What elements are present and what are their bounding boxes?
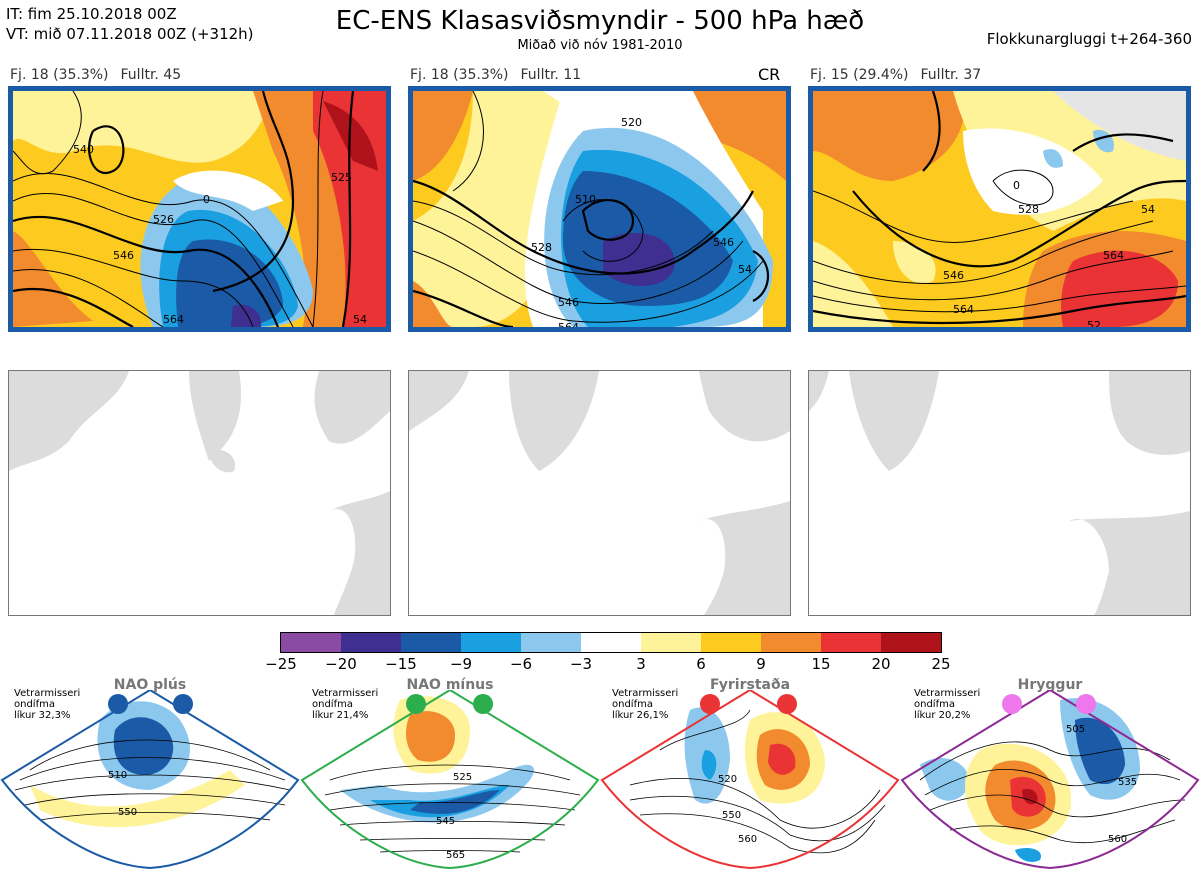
cluster-3-contour-label: 546 xyxy=(943,269,964,282)
cluster-1-contour-label: 526 xyxy=(153,213,174,226)
colorbar-swatch xyxy=(821,633,881,652)
regime-marker xyxy=(108,694,128,714)
cluster-1-contour-label: 525 xyxy=(331,171,352,184)
base-map-1 xyxy=(8,370,391,616)
cluster-2-contour-label: 546 xyxy=(558,296,579,309)
svg-text:510: 510 xyxy=(108,770,127,781)
colorbar-tick: 20 xyxy=(871,655,891,673)
cluster-2-label: Fj. 18 (35.3%) Fulltr. 11 xyxy=(410,67,582,83)
regime-title-ridge: Hryggur xyxy=(1017,677,1083,693)
svg-text:505: 505 xyxy=(1066,724,1085,735)
regime-map-nao-minus: 525 545 565 xyxy=(300,690,600,870)
colorbar-swatch xyxy=(401,633,461,652)
regime-marker xyxy=(777,694,797,714)
cluster-3-label: Fj. 15 (29.4%) Fulltr. 37 xyxy=(810,67,982,83)
cluster-1-contour-label: 54 xyxy=(353,313,367,326)
svg-text:545: 545 xyxy=(436,816,455,827)
cluster-1-contour-label: 540 xyxy=(73,143,94,156)
cluster-2-contour-label: 520 xyxy=(621,116,642,129)
cluster-1-contour-label: 564 xyxy=(163,313,184,326)
page-title: EC-ENS Klasasviðsmyndir - 500 hPa hæð xyxy=(335,6,865,36)
svg-text:550: 550 xyxy=(118,807,137,818)
regime-marker xyxy=(700,694,720,714)
regime-map-nao-plus: 510 550 xyxy=(0,690,300,870)
regime-map-ridge: 505 535 560 xyxy=(900,690,1200,870)
cluster-2-contour-label: 510 xyxy=(575,193,596,206)
cluster-3-contour-label: 52 xyxy=(1087,319,1101,327)
regime-map-blocking: 520 550 560 xyxy=(600,690,900,870)
colorbar-swatch xyxy=(881,633,941,652)
colorbar-tick: −15 xyxy=(385,655,417,673)
cluster-3-map[interactable]: 528 546 564 564 0 54 52 xyxy=(808,86,1191,332)
colorbar-tick: −6 xyxy=(509,655,533,673)
svg-text:550: 550 xyxy=(722,810,741,821)
cluster-1-label: Fj. 18 (35.3%) Fulltr. 45 xyxy=(10,67,182,83)
page-subtitle: Miðað við nóv 1981-2010 xyxy=(517,38,683,53)
colorbar-tick: −9 xyxy=(449,655,473,673)
valid-time: VT: mið 07.11.2018 00Z (+312h) xyxy=(6,25,254,43)
colorbar-swatch xyxy=(581,633,641,652)
cluster-3-contour-label: 528 xyxy=(1018,203,1039,216)
svg-text:560: 560 xyxy=(1108,834,1127,845)
cluster-1-map[interactable]: 540 526 546 564 0 525 54 xyxy=(8,86,391,332)
regime-note-nao-plus: Vetrarmisseri ondífma líkur 32,3% xyxy=(14,688,81,721)
classification-window: Flokkunargluggi t+264-360 xyxy=(986,30,1192,48)
initial-time: IT: fim 25.10.2018 00Z xyxy=(6,5,177,23)
svg-text:535: 535 xyxy=(1118,777,1137,788)
cluster-2-contour-label: 564 xyxy=(558,321,579,327)
colorbar-tick: −25 xyxy=(265,655,297,673)
colorbar-tick: 15 xyxy=(811,655,831,673)
cluster-3-contour-label: 564 xyxy=(953,303,974,316)
colorbar-tick: 25 xyxy=(931,655,951,673)
cluster-2-map[interactable]: 510 528 546 564 546 54 520 xyxy=(408,86,791,332)
cluster-2-contour-label: 54 xyxy=(738,263,752,276)
colorbar-tick: 6 xyxy=(696,655,706,673)
svg-text:560: 560 xyxy=(738,834,757,845)
cluster-1-contour-label: 546 xyxy=(113,249,134,262)
cluster-3-contour-label: 54 xyxy=(1141,203,1155,216)
regime-title-nao-plus: NAO plús xyxy=(113,677,187,693)
cluster-3-contour-label: 564 xyxy=(1103,249,1124,262)
colorbar-tick: 9 xyxy=(756,655,766,673)
regime-marker xyxy=(173,694,193,714)
colorbar-tick: −3 xyxy=(569,655,593,673)
colorbar-tick: −20 xyxy=(325,655,357,673)
colorbar-swatch xyxy=(701,633,761,652)
regime-note-nao-minus: Vetrarmisseri ondífma líkur 21,4% xyxy=(312,688,379,721)
colorbar-swatch xyxy=(521,633,581,652)
colorbar-swatch xyxy=(641,633,701,652)
colorbar xyxy=(280,632,942,653)
regime-marker xyxy=(1002,694,1022,714)
regime-title-nao-minus: NAO mínus xyxy=(406,677,494,693)
svg-text:525: 525 xyxy=(453,772,472,783)
regime-marker xyxy=(406,694,426,714)
base-map-3 xyxy=(808,370,1191,616)
regime-marker xyxy=(1076,694,1096,714)
cluster-2-tag: CR xyxy=(758,65,781,84)
base-map-2 xyxy=(408,370,791,616)
regime-note-blocking: Vetrarmisseri ondífma líkur 26,1% xyxy=(612,688,679,721)
regime-title-blocking: Fyrirstaða xyxy=(709,677,791,693)
cluster-3-contour-label: 0 xyxy=(1013,179,1020,192)
colorbar-swatch xyxy=(461,633,521,652)
colorbar-swatch xyxy=(761,633,821,652)
regime-marker xyxy=(473,694,493,714)
svg-text:565: 565 xyxy=(446,850,465,861)
cluster-1-contour-label: 0 xyxy=(203,193,210,206)
colorbar-swatch xyxy=(341,633,401,652)
regime-note-ridge: Vetrarmisseri ondífma líkur 20,2% xyxy=(914,688,981,721)
colorbar-swatch xyxy=(281,633,341,652)
cluster-2-contour-label: 528 xyxy=(531,241,552,254)
svg-text:520: 520 xyxy=(718,774,737,785)
colorbar-ticks: −25 −20 −15 −9 −6 −3 3 6 9 15 20 25 xyxy=(265,655,950,675)
cluster-2-contour-label: 546 xyxy=(713,236,734,249)
colorbar-tick: 3 xyxy=(636,655,646,673)
header-info: IT: fim 25.10.2018 00Z VT: mið 07.11.201… xyxy=(6,4,254,44)
